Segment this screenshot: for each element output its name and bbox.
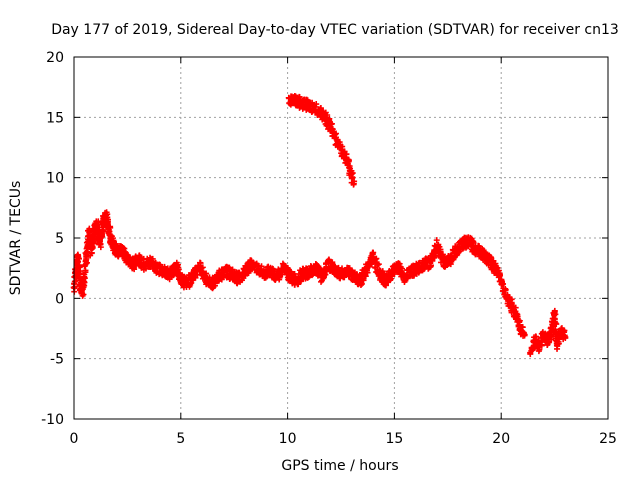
data-point (96, 238, 103, 245)
data-point (99, 233, 106, 240)
y-tick-label: 10 (46, 171, 64, 187)
data-point (358, 280, 365, 287)
data-point (562, 333, 569, 340)
data-point (337, 275, 344, 282)
y-tick-label: 20 (46, 50, 64, 66)
data-point (79, 290, 86, 297)
series-segment-late (527, 307, 569, 358)
data-point (99, 227, 106, 234)
data-point (278, 267, 285, 274)
x-tick-label: 20 (492, 431, 510, 447)
data-point (538, 341, 545, 348)
axis-ticks: 0 5 10 15 20 25 -10 -5 0 5 10 15 20 (41, 50, 617, 447)
data-point (427, 264, 434, 271)
data-point (318, 278, 325, 285)
data-point (486, 254, 493, 261)
data-point (296, 93, 303, 100)
data-point (75, 258, 82, 265)
data-point (349, 174, 356, 181)
y-tick-label: 0 (55, 291, 64, 307)
x-tick-label: 25 (599, 431, 617, 447)
y-axis-label: SDTVAR / TECUs (8, 181, 24, 296)
data-point (431, 249, 438, 256)
data-point (496, 271, 503, 278)
data-point (433, 237, 440, 244)
data-point (76, 262, 83, 269)
data-point (519, 324, 526, 331)
data-point (396, 260, 403, 267)
y-tick-label: 5 (55, 231, 64, 247)
data-point (199, 264, 206, 271)
data-point (107, 224, 114, 231)
x-tick-label: 5 (176, 431, 185, 447)
data-point (166, 276, 173, 283)
data-point (131, 266, 138, 273)
x-tick-label: 10 (279, 431, 297, 447)
data-point (350, 180, 357, 187)
data-point (88, 244, 95, 251)
data-point (551, 318, 558, 325)
x-tick-label: 0 (70, 431, 79, 447)
data-point (77, 268, 84, 275)
data-point (197, 260, 204, 267)
data-point (82, 269, 89, 276)
y-tick-label: -10 (41, 412, 64, 428)
data-point (535, 348, 542, 355)
data-point (516, 317, 523, 324)
data-point (513, 312, 520, 319)
data-point (375, 261, 382, 268)
data-point (533, 333, 540, 340)
grid (74, 57, 608, 419)
x-axis-label: GPS time / hours (281, 458, 398, 474)
data-point (149, 255, 156, 262)
data-point (362, 273, 369, 280)
y-tick-label: -5 (50, 352, 64, 368)
data-point (360, 277, 367, 284)
data-point (372, 264, 379, 271)
data-point (521, 331, 528, 338)
data-point (343, 151, 350, 158)
chart-title: Day 177 of 2019, Sidereal Day-to-day VTE… (51, 22, 619, 38)
y-tick-label: 15 (46, 110, 64, 126)
series-main (70, 209, 528, 339)
data-points (70, 93, 569, 358)
x-tick-label: 15 (385, 431, 403, 447)
data-point (90, 240, 97, 247)
series-segment-midday (285, 93, 358, 188)
data-point (372, 256, 379, 263)
data-point (480, 247, 487, 254)
